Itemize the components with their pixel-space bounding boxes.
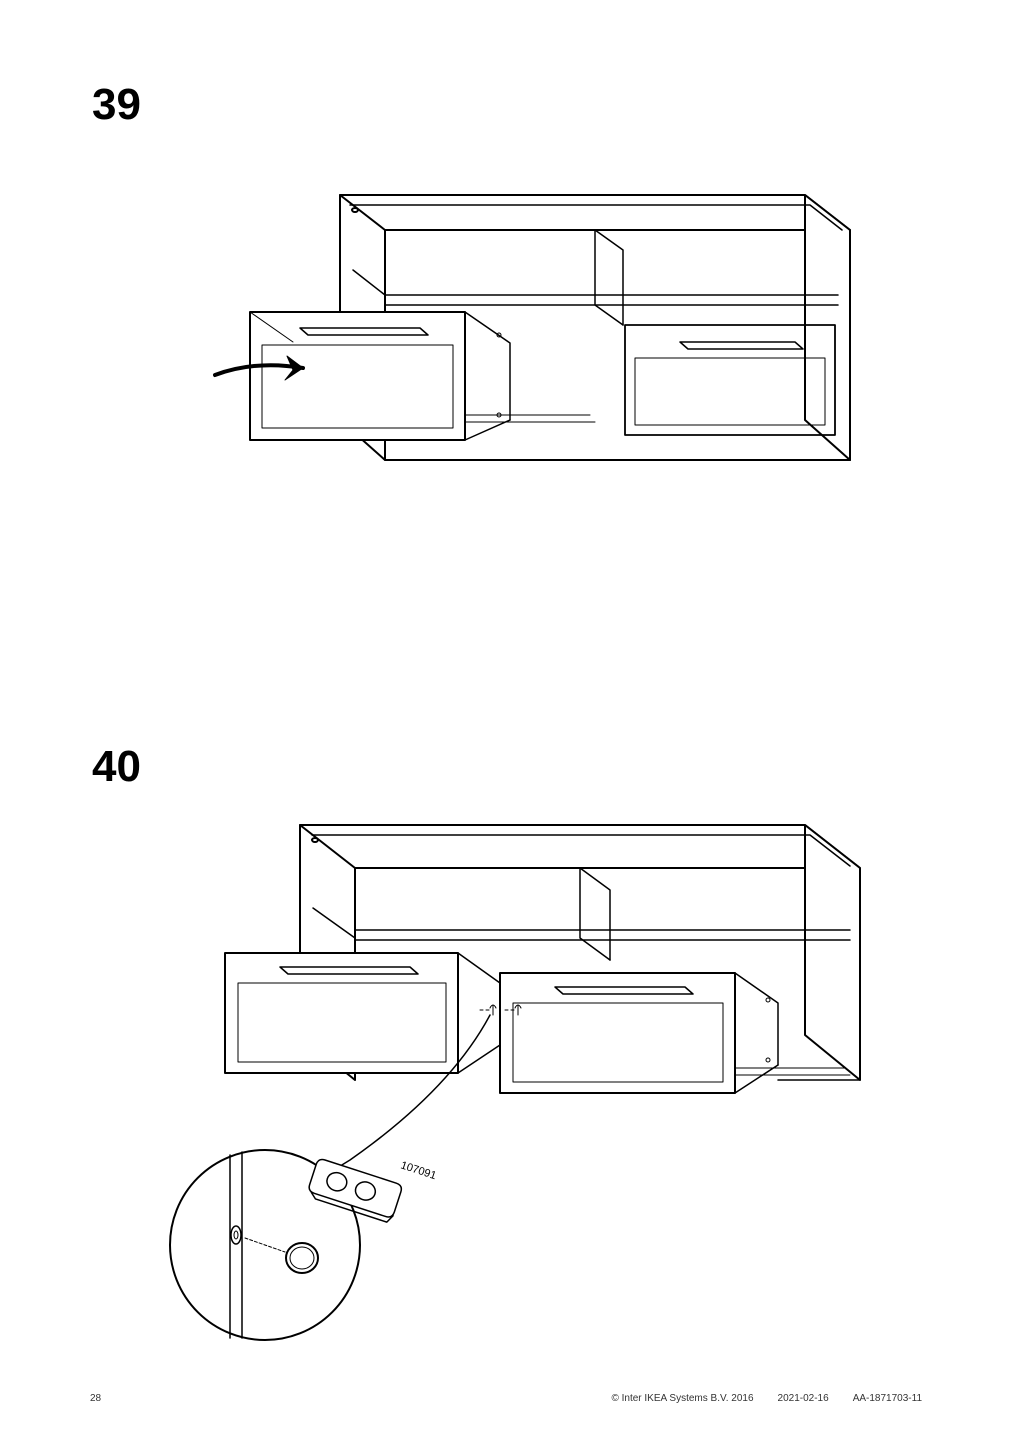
- step-number-39: 39: [92, 80, 141, 130]
- page-number: 28: [90, 1393, 101, 1404]
- cabinet-drawer-close-diagram: [195, 160, 855, 520]
- cabinet-drawer-adjust-diagram: 107091: [150, 790, 890, 1350]
- diagram-step-39: [195, 160, 855, 520]
- diagram-step-40: 107091: [150, 790, 890, 1350]
- step-number-40: 40: [92, 742, 141, 792]
- document-id: AA-1871703-11: [853, 1393, 922, 1404]
- footer-date: 2021-02-16: [778, 1393, 829, 1404]
- page-footer: 28 © Inter IKEA Systems B.V. 2016 2021-0…: [0, 1393, 1012, 1404]
- footer-right-group: © Inter IKEA Systems B.V. 2016 2021-02-1…: [611, 1393, 922, 1404]
- part-number-label: 107091: [399, 1159, 438, 1182]
- copyright-text: © Inter IKEA Systems B.V. 2016: [611, 1393, 753, 1404]
